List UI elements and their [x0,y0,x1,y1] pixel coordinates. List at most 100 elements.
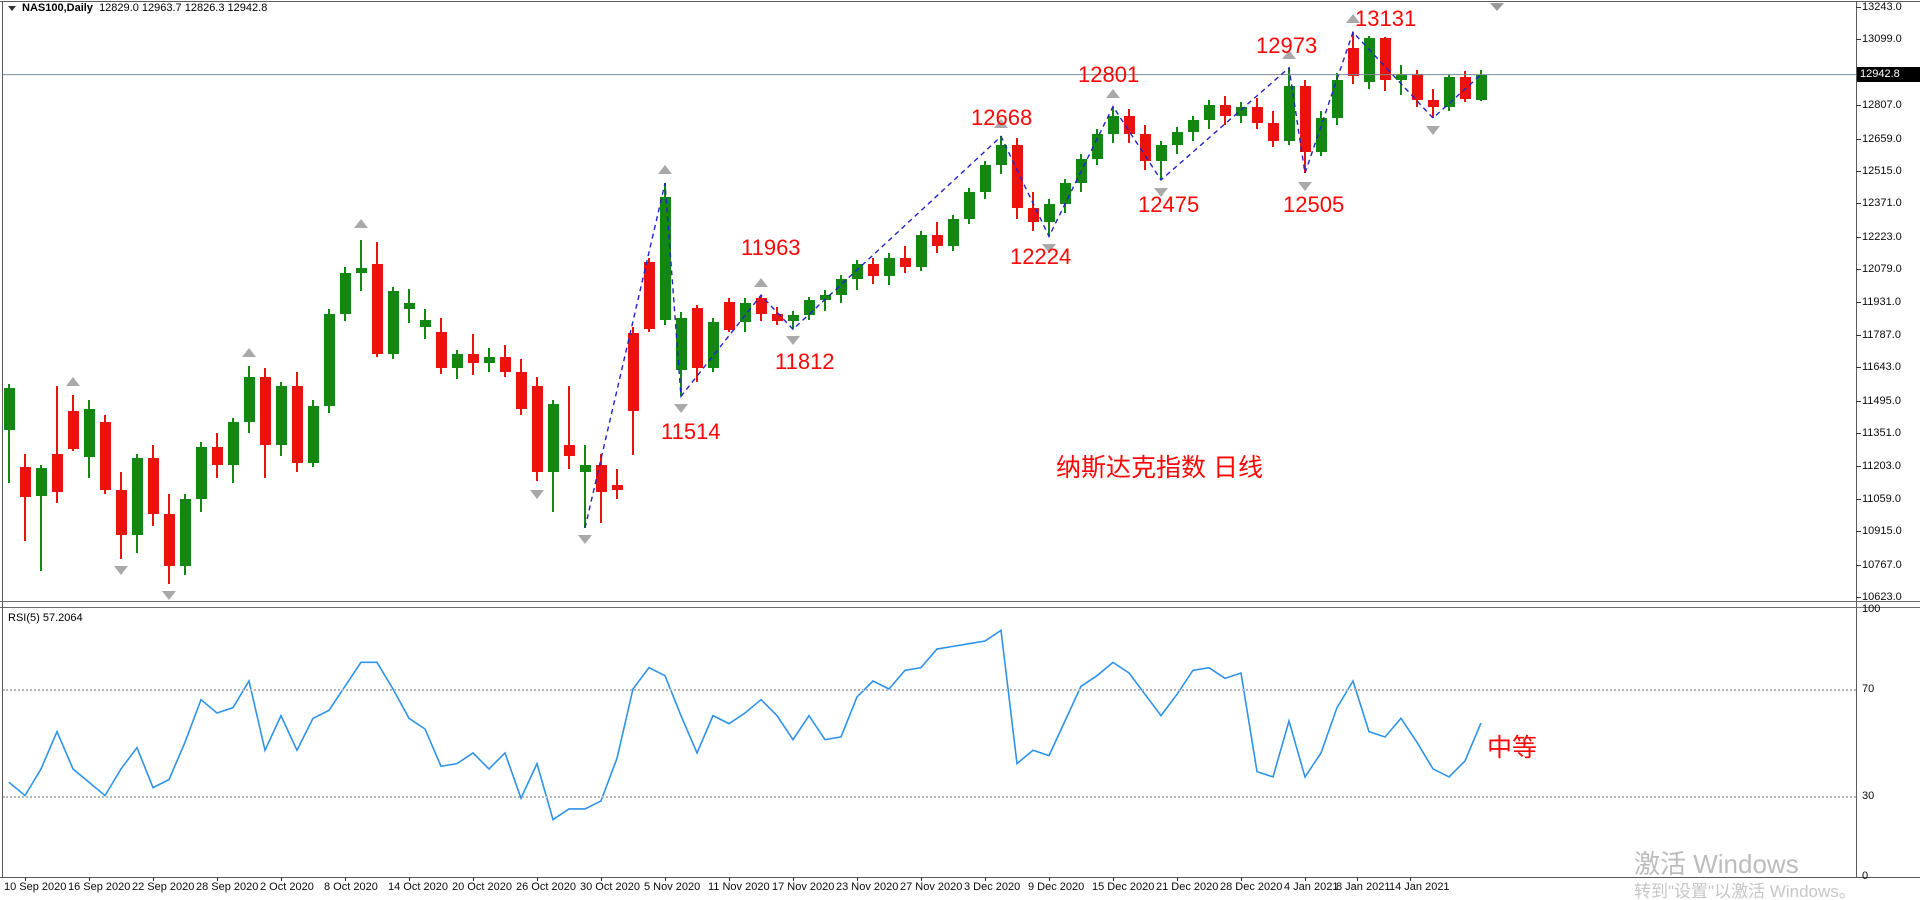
candle [804,300,815,316]
rsi-tick-label: 30 [1862,789,1875,802]
date-label: 16 Sep 2020 [68,881,131,893]
symbol-title[interactable]: NAS100,Daily 12829.0 12963.7 12826.3 129… [8,2,267,15]
current-price-tag: 12942.8 [1857,67,1920,83]
candle [1284,86,1295,141]
price-tick [1856,597,1861,599]
price-tick [1856,367,1861,369]
candle [1396,74,1407,80]
price-tick-label: 11787.0 [1862,328,1901,341]
candle [308,406,319,463]
candle [356,267,367,274]
chart-annotation[interactable]: 11812 [775,349,835,374]
candle [756,298,767,314]
windows-activation-watermark: 激活 Windows [1634,849,1799,879]
chart-annotation[interactable]: 纳斯达克指数 日线 [1056,454,1263,482]
date-label: 23 Nov 2020 [836,881,899,893]
time-tick [89,877,90,881]
date-label: 10 Sep 2020 [4,881,67,893]
candle [1204,104,1215,121]
candle [692,308,703,368]
candle [228,422,239,465]
price-tick-label: 10767.0 [1862,558,1902,571]
panel-divider-bottom[interactable] [0,607,1920,608]
candle-wick [56,386,58,504]
candle [948,219,959,247]
candle [1332,79,1343,119]
price-chart-panel[interactable] [0,0,1856,601]
price-tick [1856,466,1861,468]
chart-annotation[interactable]: 13131 [1355,6,1417,31]
fractal-up-icon [354,219,368,229]
candle [916,235,927,267]
candle [836,279,847,295]
date-label: 28 Dec 2020 [1220,881,1283,893]
price-tick-label: 12223.0 [1862,230,1902,243]
rsi-title: RSI(5) 57.2064 [8,612,83,624]
price-tick-label: 12659.0 [1862,132,1902,145]
candle [1444,77,1455,107]
chart-annotation[interactable]: 11514 [661,419,721,444]
fractal-down-icon [1042,244,1056,254]
date-label: 14 Jan 2021 [1389,881,1450,893]
candle [244,377,255,423]
price-tick [1856,400,1861,402]
candle [36,468,47,497]
chart-annotation[interactable]: 中等 [1487,734,1538,762]
chart-annotation[interactable]: 12668 [971,105,1033,130]
price-tick [1856,203,1861,205]
date-label: 11 Nov 2020 [708,881,770,893]
candle [788,315,799,321]
fractal-up-icon [1282,50,1296,60]
chart-annotation[interactable]: 12505 [1283,192,1345,217]
fractal-down-icon [674,404,688,414]
chart-annotation[interactable]: 12973 [1256,33,1318,58]
candle [1140,133,1151,161]
candle [260,377,271,445]
candle [1348,48,1359,77]
candle [1172,131,1183,146]
candle [1364,38,1375,82]
price-tick [1856,498,1861,500]
candle [676,318,687,371]
candle [644,262,655,329]
chart-annotation[interactable]: 11963 [741,235,801,260]
candle-wick [8,383,10,483]
chevron-down-icon[interactable] [8,6,16,11]
price-tick-label: 13243.0 [1862,1,1902,13]
fractal-down-icon [578,534,592,544]
fractal-down-icon [786,336,800,346]
rsi-line [8,628,1482,821]
time-tick [345,877,346,881]
candle [1380,38,1391,80]
candle [212,446,223,465]
candle [180,498,191,567]
symbol-name: NAS100,Daily [22,2,93,14]
candle [324,313,335,407]
candle [196,446,207,499]
rsi-indicator-panel[interactable]: RSI(5) 57.2064 [0,608,1856,877]
candle [532,386,543,472]
time-tick [473,877,474,881]
price-tick-label: 12807.0 [1862,99,1902,112]
price-tick [1856,433,1861,435]
chart-annotation[interactable]: 12224 [1010,244,1072,269]
date-label: 27 Nov 2020 [900,881,963,893]
time-tick [985,877,986,881]
candle-wick [1400,65,1402,96]
candle [1316,118,1327,152]
price-tick [1856,138,1861,140]
date-label: 28 Sep 2020 [196,881,259,893]
price-tick-label: 12079.0 [1862,263,1902,276]
fractal-down-icon [1154,187,1168,197]
candle [20,467,31,498]
panel-divider-top[interactable] [0,601,1920,602]
chart-annotation[interactable]: 12475 [1138,192,1200,217]
candle-wick [616,469,618,499]
scroll-to-end-icon[interactable] [1490,3,1504,11]
candle [68,410,79,450]
time-tick [1305,877,1306,881]
chart-annotation[interactable]: 12801 [1078,62,1140,87]
price-tick [1856,269,1861,271]
candle [1156,145,1167,161]
